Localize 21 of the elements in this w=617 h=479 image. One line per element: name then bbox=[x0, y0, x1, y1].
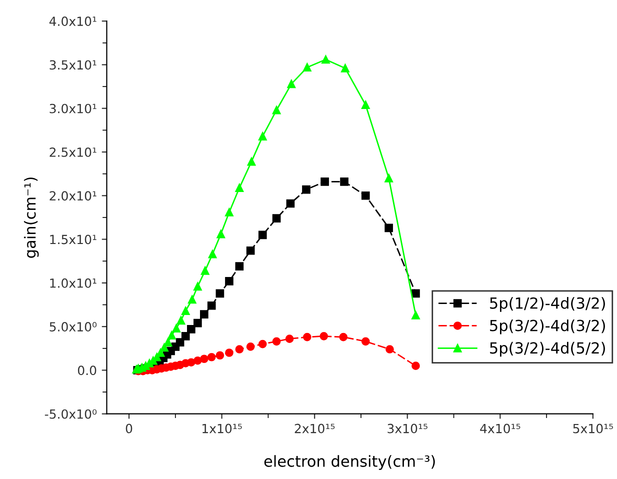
x-tick-label: 1x10¹⁵ bbox=[202, 424, 242, 434]
y-tick-label: 3.0x10¹ bbox=[50, 104, 96, 114]
y-tick-label: 2.5x10¹ bbox=[50, 147, 96, 157]
x-tick-label: 3x10¹⁵ bbox=[388, 424, 428, 434]
y-tick-label: 4.0x10¹ bbox=[49, 16, 96, 26]
y-tick-label: 0.0 bbox=[78, 366, 96, 376]
y-tick-label: 1.0x10¹ bbox=[50, 278, 96, 288]
y-tick-label: 2.0x10¹ bbox=[50, 191, 96, 201]
y-tick-label: 5.0x10⁰ bbox=[50, 322, 97, 332]
y-axis-title: gain(cm⁻¹) bbox=[24, 178, 39, 258]
x-tick-label: 2x10¹⁵ bbox=[294, 424, 335, 434]
x-tick-label: 0 bbox=[126, 424, 132, 434]
x-tick-label: 5x10¹⁵ bbox=[573, 424, 613, 434]
x-axis-title: electron density(cm⁻³) bbox=[264, 455, 435, 470]
y-tick-label: 3.5x10¹ bbox=[50, 60, 96, 70]
y-tick-label: -5.0x10⁰ bbox=[44, 409, 97, 419]
legend-label: 5p(3/2)-4d(5/2) bbox=[490, 342, 605, 357]
y-tick-label: 1.5x10¹ bbox=[50, 234, 96, 244]
x-tick-label: 4x10¹⁵ bbox=[480, 424, 520, 434]
legend-label: 5p(3/2)-4d(3/2) bbox=[490, 319, 605, 334]
legend-label: 5p(1/2)-4d(3/2) bbox=[490, 297, 605, 312]
